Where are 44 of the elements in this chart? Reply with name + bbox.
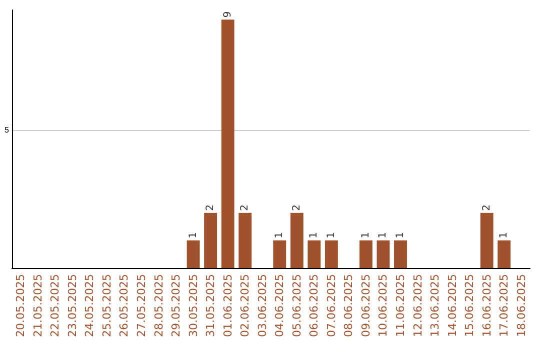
x-tick-label: 29.05.2025 bbox=[170, 274, 183, 338]
data-label: 1 bbox=[360, 232, 372, 238]
x-tick-label: 16.06.2025 bbox=[480, 274, 494, 338]
x-tick-label: 13.06.2025 bbox=[428, 274, 442, 338]
x-tick-label: 18.06.2025 bbox=[514, 274, 528, 338]
x-tick-label: 05.06.2025 bbox=[290, 274, 304, 338]
x-tick-label: 25.05.2025 bbox=[100, 274, 114, 338]
y-tick-label: 5 bbox=[4, 126, 10, 135]
x-tick-label: 15.06.2025 bbox=[463, 274, 476, 338]
x-tick-label: 17.06.2025 bbox=[498, 274, 511, 338]
data-label: 2 bbox=[240, 204, 251, 211]
x-tick-label: 02.06.2025 bbox=[238, 274, 252, 338]
x-tick-label: 21.05.2025 bbox=[31, 274, 44, 338]
x-tick-label: 30.05.2025 bbox=[186, 274, 200, 338]
x-tick-label: 09.06.2025 bbox=[359, 274, 372, 338]
x-tick-label: 24.05.2025 bbox=[83, 274, 96, 338]
x-tick-label: 20.05.2025 bbox=[14, 274, 28, 338]
data-label: 2 bbox=[205, 204, 216, 211]
data-label: 9 bbox=[222, 11, 234, 18]
x-tick-label: 06.06.2025 bbox=[308, 274, 321, 338]
data-label: 1 bbox=[326, 232, 337, 238]
data-label: 1 bbox=[378, 232, 389, 238]
data-label: 1 bbox=[188, 232, 199, 238]
x-tick-label: 04.06.2025 bbox=[273, 274, 286, 338]
data-label: 2 bbox=[291, 204, 302, 211]
x-tick-label: 26.05.2025 bbox=[118, 274, 131, 338]
x-tick-label: 22.05.2025 bbox=[48, 274, 62, 338]
x-tick-label: 03.06.2025 bbox=[256, 274, 269, 338]
data-label: 1 bbox=[274, 232, 286, 238]
x-tick-label: 27.05.2025 bbox=[135, 274, 148, 338]
x-tick-label: 23.05.2025 bbox=[66, 274, 79, 338]
x-tick-label: 07.06.2025 bbox=[324, 274, 338, 338]
data-label: 2 bbox=[481, 204, 492, 211]
x-tick-label: 31.05.2025 bbox=[204, 274, 218, 338]
x-tick-label: 10.06.2025 bbox=[376, 274, 390, 338]
x-tick-label: 08.06.2025 bbox=[342, 274, 356, 338]
x-tick-label: 14.06.2025 bbox=[446, 274, 459, 338]
x-tick-label: 12.06.2025 bbox=[411, 274, 424, 338]
data-label: 1 bbox=[308, 232, 320, 238]
data-label: 1 bbox=[395, 232, 406, 238]
x-tick-label: 28.05.2025 bbox=[152, 274, 166, 338]
x-tick-label: 01.06.2025 bbox=[221, 274, 234, 338]
data-label: 1 bbox=[498, 232, 510, 238]
x-tick-label: 11.06.2025 bbox=[394, 274, 407, 338]
